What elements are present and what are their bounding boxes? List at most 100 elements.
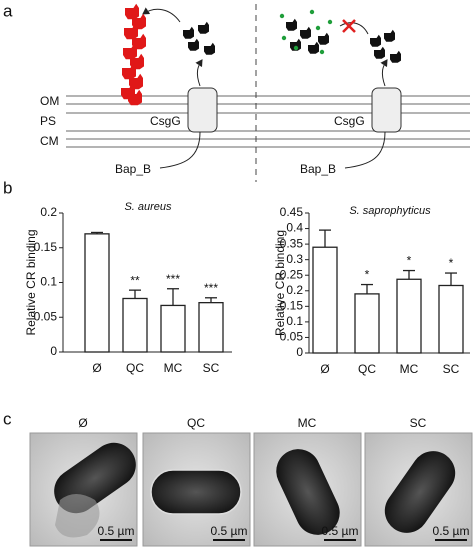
y-tick-label: 0.05: [34, 309, 58, 323]
amyloid-unit: [204, 42, 215, 55]
particle: [309, 9, 315, 15]
y-tick-label: 0.05: [280, 330, 304, 344]
particle: [281, 35, 287, 41]
bacterium: [276, 449, 340, 535]
significance-label: ***: [166, 272, 180, 286]
amyloid-unit: [390, 50, 402, 63]
x-tick-label: MC: [164, 361, 183, 375]
x-tick-label: QC: [126, 361, 144, 375]
csgg-pore: [371, 87, 402, 133]
amyloid-unit: [384, 29, 396, 42]
y-tick-label: 0.1: [40, 275, 57, 289]
y-tick-label: 0.4: [286, 221, 303, 235]
y-tick-label: 0.2: [286, 283, 303, 297]
arrow: [380, 59, 388, 87]
amyloid-unit: [128, 89, 142, 106]
particle: [315, 25, 321, 31]
y-tick-label: 0.3: [286, 252, 303, 266]
amyloid-unit: [188, 38, 199, 51]
y-tick-label: 0.35: [280, 236, 304, 250]
micrograph-label: SC: [410, 416, 427, 430]
chart-title: S. saprophyticus: [349, 205, 431, 217]
membranes: [66, 95, 470, 148]
amyloid-unit: [123, 43, 137, 60]
bar: [354, 293, 380, 354]
panel-label: c: [3, 409, 12, 428]
significance-label: *: [407, 254, 412, 268]
blocked-mark: [342, 19, 356, 33]
x-tick-label: MC: [400, 362, 419, 376]
particle: [293, 45, 299, 51]
particle: [327, 19, 333, 25]
amyloid-unit: [132, 33, 146, 50]
connector: [159, 131, 201, 169]
arrow: [142, 7, 181, 23]
bar: [84, 233, 110, 353]
micrograph-label: Ø: [78, 416, 87, 430]
amyloid-unit: [318, 32, 330, 45]
scale-bar-label: 0.5 µm: [322, 524, 359, 538]
membrane-label: PS: [40, 114, 56, 128]
micrographs: Ø 0.5 µm QC 0.5 µm MC 0.5 µm SC 0.5 µm: [29, 416, 473, 547]
x-tick-label: Ø: [320, 362, 329, 376]
y-tick-label: 0.45: [280, 205, 304, 219]
x-tick-label: QC: [358, 362, 376, 376]
particle: [279, 13, 285, 19]
arrow: [195, 59, 203, 87]
amyloid-unit: [290, 38, 302, 51]
scale-bar-label: 0.5 µm: [211, 524, 248, 538]
amyloid-unit: [370, 34, 382, 47]
particle: [319, 49, 325, 55]
amyloid-unit: [183, 26, 194, 39]
amyloid-units: [121, 3, 402, 106]
scale-bar-label: 0.5 µm: [98, 524, 135, 538]
panel-label: a: [3, 1, 13, 20]
connector: [344, 131, 386, 169]
scale-bar-label: 0.5 µm: [433, 524, 470, 538]
panel-label: b: [3, 178, 12, 197]
bar: [438, 284, 464, 354]
protein-label: CsgG: [334, 114, 365, 128]
amyloid-unit: [374, 46, 386, 59]
y-tick-label: 0.25: [280, 267, 304, 281]
membrane-label: OM: [40, 94, 59, 108]
significance-label: ***: [204, 281, 218, 295]
significance-label: *: [365, 268, 370, 282]
amyloid-unit: [286, 18, 298, 31]
protein-label: CsgG: [150, 114, 181, 128]
bar: [396, 278, 422, 354]
x-tick-label: Ø: [92, 361, 101, 375]
bacterium: [384, 451, 456, 533]
bar: [198, 302, 224, 353]
protein-label: Bap_B: [300, 162, 336, 176]
protein-label: Bap_B: [115, 162, 151, 176]
y-axis-label: Relative CR binding: [273, 230, 287, 336]
y-tick-label: 0.1: [286, 314, 303, 328]
micrograph-label: MC: [298, 416, 317, 430]
y-tick-label: 0: [296, 345, 303, 359]
y-tick-label: 0.2: [40, 205, 57, 219]
amyloid-unit: [124, 23, 138, 40]
chart-title: S. aureus: [124, 201, 172, 213]
y-axis-label: Relative CR binding: [24, 229, 38, 335]
amyloid-unit: [300, 26, 312, 39]
amyloid-unit: [122, 63, 136, 80]
y-tick-label: 0: [50, 344, 57, 358]
bar: [122, 297, 148, 353]
amyloid-unit: [308, 41, 320, 54]
significance-label: **: [130, 273, 140, 287]
x-tick-label: SC: [443, 362, 460, 376]
micrograph-label: QC: [187, 416, 205, 430]
debris: [55, 494, 100, 538]
amyloid-unit: [125, 3, 139, 20]
y-tick-label: 0.15: [34, 240, 58, 254]
y-tick-label: 0.15: [280, 299, 304, 313]
amyloid-unit: [198, 21, 209, 34]
bar: [160, 304, 186, 353]
membrane-label: CM: [40, 134, 59, 148]
arrow: [339, 22, 369, 35]
bacterium: [150, 469, 242, 515]
significance-label: *: [449, 256, 454, 270]
